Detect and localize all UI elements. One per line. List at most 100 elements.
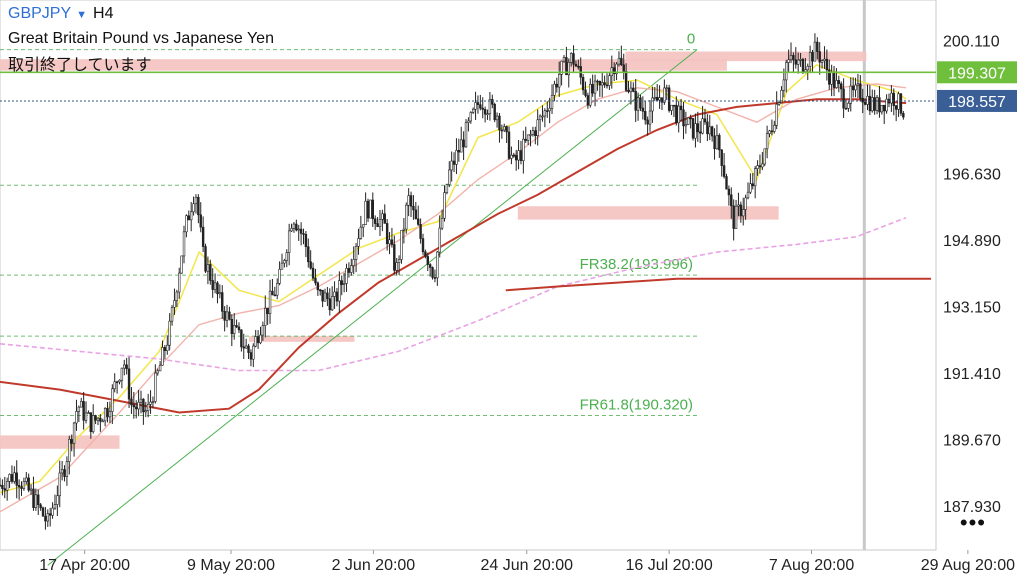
candle-body [699,131,702,134]
candle-body [725,176,728,190]
candle-body [409,195,413,207]
candle-body [612,67,616,75]
y-tick-label: 200.110 [943,34,1000,51]
candle-body [617,57,621,65]
candle-body [514,155,518,161]
candle-body [48,513,52,516]
candle-body [471,108,475,113]
candle-body [758,165,762,168]
candle-body [880,104,884,113]
candle-body [414,209,418,220]
candle-body [479,104,482,109]
candle-body [543,110,547,117]
candle-body [46,513,49,522]
candle-body [773,125,776,132]
candle-body [106,408,109,418]
y-tick-label: 187.930 [943,499,1001,516]
candle-body [185,215,188,233]
supply-demand-zone [625,51,867,62]
candle-body [82,401,85,421]
candle-body [249,352,253,360]
candle-body [851,85,855,91]
candle-body [371,199,375,220]
candle-body [589,83,592,106]
candle-body [345,268,348,284]
candle-body [278,268,281,284]
candle-body [565,57,568,76]
candle-body [512,154,516,157]
candle-body [204,246,207,272]
candle-body [142,398,145,413]
candle-body [868,95,872,112]
candle-body [216,282,219,295]
candle-body [350,265,353,273]
more-menu-icon[interactable]: ••• [959,510,986,535]
candle-body [483,109,487,115]
candle-body [591,83,594,94]
symbol-label[interactable]: GBPJPY [8,5,72,22]
current-price-label: 198.557 [948,94,1006,111]
candle-body [53,504,57,509]
candle-body [890,92,893,104]
candle-body [139,398,143,403]
candle-body [276,283,279,296]
candle-body [378,219,382,227]
supply-demand-zone [517,206,779,220]
candle-body [199,214,202,228]
y-tick-label: 189.670 [943,432,1001,449]
candle-body [273,294,277,297]
candle-body [679,105,683,111]
candle-body [287,230,291,253]
candle-body [706,121,709,135]
chevron-down-icon[interactable]: ▼ [76,9,88,21]
candle-body [632,87,635,92]
candle-body [624,71,628,91]
candle-body [644,111,647,121]
candle-body [283,260,286,264]
candle-body [230,318,234,335]
candle-body [538,115,542,121]
resistance-price-box [937,61,1017,84]
candle-body [861,97,864,103]
candle-body [252,345,255,360]
candle-body [682,109,685,127]
candle-body [718,135,721,151]
candle-body [832,71,836,88]
symbol-header[interactable]: GBPJPY ▼ H4 [8,5,113,23]
candle-body [856,83,860,86]
candle-body [871,97,874,112]
candle-body [359,226,363,239]
candle-body [56,495,59,505]
candle-body [746,191,750,199]
candle-body [734,205,738,229]
candle-body [849,85,852,104]
candle-body [555,83,559,88]
candle-body [424,251,427,257]
candle-body [720,149,723,166]
candle-body [89,412,93,432]
candle-body [660,97,664,103]
candle-body [65,461,69,477]
candle-body [572,53,575,65]
candle-body [522,138,525,161]
candle-body [837,80,841,85]
candle-body [462,139,465,148]
candle-body [194,196,198,205]
resistance-price-label: 199.307 [948,65,1006,82]
candle-body [156,370,159,374]
candle-body [22,481,26,489]
candle-body [672,104,676,107]
candle-body [567,62,570,76]
candle-body [266,307,269,314]
x-tick-label: 7 Aug 20:00 [769,557,855,574]
candle-body [495,115,499,121]
candle-body [1,484,4,489]
candle-body [175,291,179,301]
candle-body [428,264,432,268]
candle-body [240,329,243,348]
candle-body [5,481,9,491]
candle-body [77,406,81,412]
candle-body [775,103,778,126]
candle-body [170,307,174,322]
